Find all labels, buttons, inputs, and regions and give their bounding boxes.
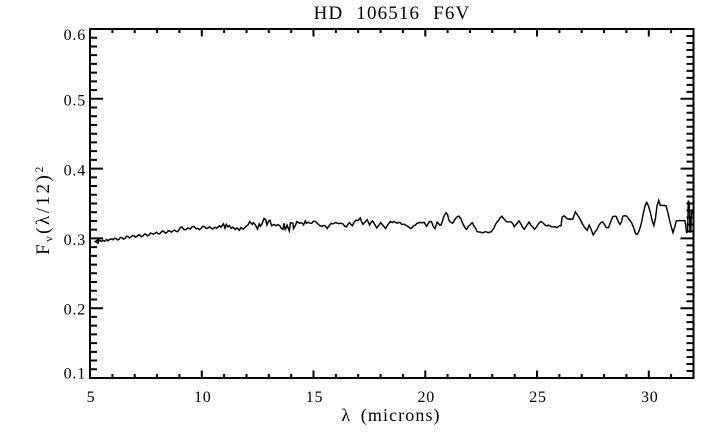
svg-text:0.3: 0.3	[64, 232, 86, 249]
svg-text:λ (microns): λ (microns)	[341, 405, 440, 426]
svg-text:HD 106516 F6V: HD 106516 F6V	[314, 3, 471, 24]
svg-text:0.1: 0.1	[64, 366, 86, 383]
svg-text:15: 15	[306, 389, 324, 406]
svg-text:Fν(λ/12)2: Fν(λ/12)2	[32, 164, 56, 255]
svg-text:30: 30	[641, 389, 659, 406]
svg-text:20: 20	[417, 389, 435, 406]
svg-text:25: 25	[529, 389, 547, 406]
svg-text:5: 5	[87, 389, 96, 406]
svg-text:0.2: 0.2	[64, 302, 86, 319]
svg-text:10: 10	[194, 389, 212, 406]
svg-text:0.6: 0.6	[64, 27, 86, 44]
svg-text:0.5: 0.5	[64, 93, 86, 110]
svg-text:0.4: 0.4	[64, 162, 86, 179]
